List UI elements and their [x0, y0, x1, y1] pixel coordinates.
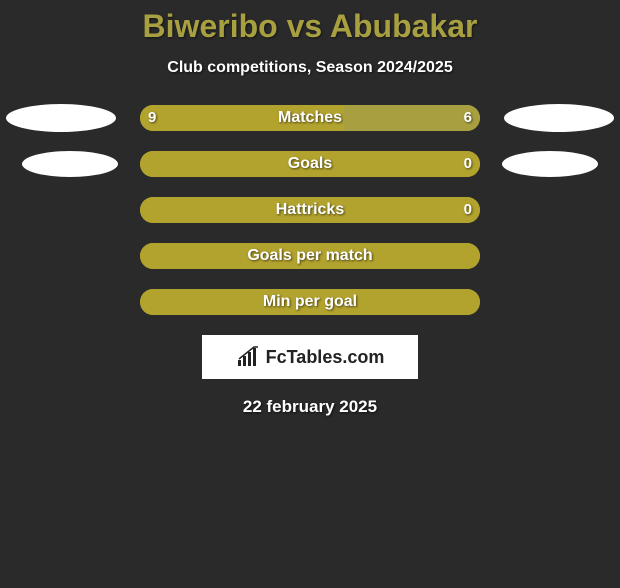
stat-bar-left — [140, 197, 480, 223]
subtitle: Club competitions, Season 2024/2025 — [0, 59, 620, 77]
player-right-name: Abubakar — [330, 8, 478, 44]
stat-row: Goals per match — [0, 243, 620, 269]
stat-bar — [140, 289, 480, 315]
player-right-ellipse — [502, 151, 598, 177]
stat-row: Matches96 — [0, 105, 620, 131]
chart-icon — [236, 346, 262, 368]
footer-date: 22 february 2025 — [0, 397, 620, 417]
player-left-ellipse — [6, 104, 116, 132]
branding-text: FcTables.com — [266, 347, 385, 368]
player-left-name: Biweribo — [143, 8, 278, 44]
stat-bar-right — [344, 105, 480, 131]
player-right-ellipse — [504, 104, 614, 132]
stat-bar — [140, 243, 480, 269]
stat-bar — [140, 197, 480, 223]
stat-bar-left — [140, 243, 480, 269]
stat-row: Hattricks0 — [0, 197, 620, 223]
stat-row: Min per goal — [0, 289, 620, 315]
stats-area: Matches96 Goals0 Hattricks0 Goals per match… — [0, 105, 620, 315]
stat-bar-left — [140, 105, 344, 131]
player-left-ellipse — [22, 151, 118, 177]
stat-bar — [140, 105, 480, 131]
page-title: Biweribo vs Abubakar — [0, 8, 620, 45]
stat-row: Goals0 — [0, 151, 620, 177]
branding-badge: FcTables.com — [202, 335, 418, 379]
stat-bar — [140, 151, 480, 177]
title-vs: vs — [278, 8, 330, 44]
stat-bar-left — [140, 289, 480, 315]
stat-bar-left — [140, 151, 480, 177]
